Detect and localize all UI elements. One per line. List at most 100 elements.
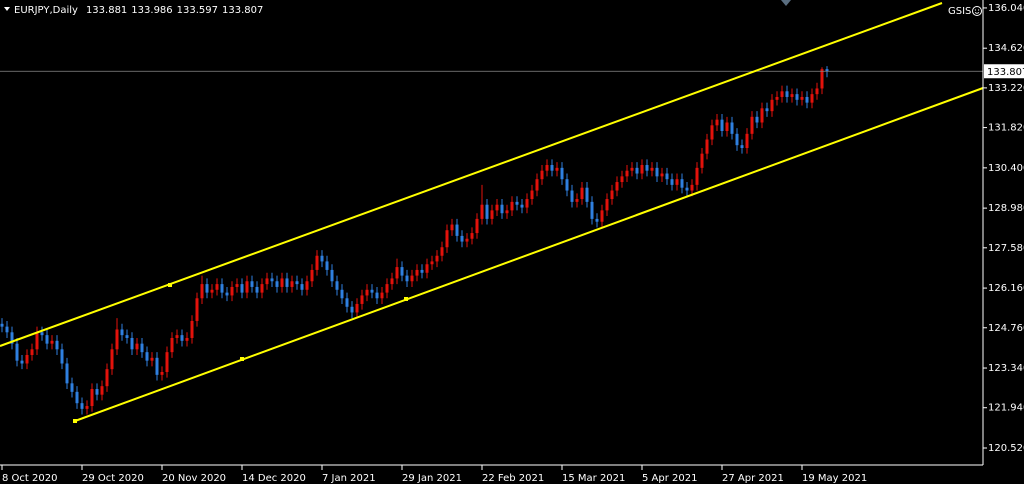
candle-body [525, 199, 529, 208]
candle-body [820, 69, 824, 89]
candle-body [50, 340, 54, 344]
candle-body [350, 306, 354, 313]
candle-body [430, 261, 434, 265]
candle-body [330, 269, 334, 282]
candle-body [500, 204, 504, 214]
candle-body [420, 269, 424, 273]
y-tick-label: 120.520 [988, 443, 1024, 454]
y-tick-label: 136.040 [988, 3, 1024, 14]
candle-body [545, 165, 549, 171]
candle-body [275, 281, 279, 287]
x-tick-label: 5 Apr 2021 [642, 473, 697, 484]
candle-body [580, 187, 584, 200]
candle-body [25, 354, 29, 364]
channel [0, 2, 984, 423]
candle-body [360, 295, 364, 304]
current-price-label: 133.807 [987, 67, 1024, 78]
candle-body [315, 255, 319, 270]
candle-body [230, 286, 234, 296]
candle-body [445, 230, 449, 248]
candle-body [85, 406, 89, 409]
candle-body [5, 326, 9, 333]
candle-body [615, 182, 619, 191]
anchor [240, 357, 244, 361]
candle-body [685, 187, 689, 191]
x-tick-label: 14 Dec 2020 [242, 473, 306, 484]
candle-body [550, 165, 554, 171]
y-tick-label: 128.980 [988, 203, 1024, 214]
candle-body [655, 167, 659, 177]
candle-body [355, 303, 359, 313]
candle-body [60, 349, 64, 364]
candle-body [425, 264, 429, 273]
x-tick-label: 29 Oct 2020 [82, 473, 144, 484]
y-tick-label: 134.620 [988, 43, 1024, 54]
candle-body [110, 349, 114, 370]
candle-body [70, 383, 74, 392]
y-tick-label: 121.940 [988, 403, 1024, 414]
candle-body [120, 329, 124, 336]
candle-body [440, 247, 444, 256]
candle-body [455, 224, 459, 236]
candle-body [415, 269, 419, 276]
channel-lower [74, 87, 984, 422]
candle-body [435, 255, 439, 262]
candle-body [495, 204, 499, 211]
candle-body [380, 292, 384, 299]
candle-body [505, 210, 509, 214]
candle-body [725, 122, 729, 131]
candle-body [520, 204, 524, 208]
candle-body [705, 139, 709, 154]
candle-body [145, 352, 149, 361]
candle-body [385, 284, 389, 293]
candle-body [470, 233, 474, 239]
close: 133.807 [222, 5, 263, 16]
candle-body [600, 210, 604, 222]
candle-body [345, 298, 349, 307]
candle-body [270, 278, 274, 282]
candle-body [40, 332, 44, 336]
candle-body [825, 69, 829, 72]
axes: 136.040 134.620 133.220 131.820 130.400 128.9… [1, 3, 1024, 484]
candle-body [295, 281, 299, 285]
plot [0, 66, 983, 415]
candle-body [245, 281, 249, 293]
anchor [73, 419, 77, 423]
candle-body [570, 190, 574, 202]
candle-body [715, 119, 719, 126]
candle-body [755, 116, 759, 123]
symbol: EURJPY,Daily [14, 5, 78, 16]
shift-marker[interactable] [781, 0, 791, 6]
candle-body [65, 363, 69, 384]
candle-body [0, 323, 4, 327]
candle-body [220, 284, 224, 293]
candle-body [460, 235, 464, 242]
candle-body [35, 332, 39, 350]
low: 133.597 [177, 5, 218, 16]
candle-body [255, 286, 259, 293]
candle-body [745, 133, 749, 149]
candle-body [80, 403, 84, 409]
candle-body [475, 218, 479, 234]
candle-body [640, 165, 644, 174]
candle-body [395, 267, 399, 279]
candle-body [410, 275, 414, 282]
menu-arrow[interactable] [4, 7, 10, 11]
candle-body [670, 179, 674, 185]
y-tick-label: 127.580 [988, 243, 1024, 254]
candle-body [170, 337, 174, 353]
candle-body [690, 184, 694, 191]
x-tick-label: 29 Jan 2021 [402, 473, 462, 484]
channel-upper [0, 2, 943, 347]
candle-body [720, 119, 724, 131]
candle-body [575, 199, 579, 202]
anchor [168, 283, 172, 287]
candle-body [585, 187, 589, 202]
candle-body [340, 289, 344, 299]
candle-body [630, 167, 634, 171]
candle-body [625, 170, 629, 177]
candle-body [510, 201, 514, 211]
candle-body [650, 167, 654, 171]
y-tick-label: 131.820 [988, 123, 1024, 134]
